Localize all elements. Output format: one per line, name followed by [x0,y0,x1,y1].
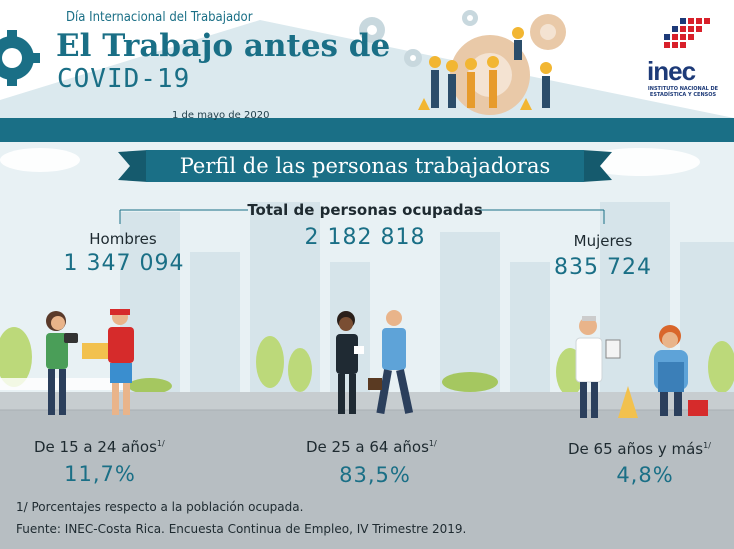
banner-title: Perfil de las personas trabajadoras [179,154,551,178]
supertitle: Día Internacional del Trabajador [66,10,253,25]
age-group-25-64-label: De 25 a 64 años1/ [306,438,437,456]
workers-illustration [418,27,552,110]
adult-workers-illustration [336,310,414,415]
source: Fuente: INEC-Costa Rica. Encuesta Contin… [16,522,467,536]
gear-icon [0,30,40,86]
mujeres-value: 835 724 [554,255,652,280]
logo-subtitle: INSTITUTO NACIONAL DE ESTADÍSTICA Y CENS… [647,86,719,98]
age-group-15-24-label: De 15 a 24 años1/ [34,438,165,456]
header-background [0,10,734,142]
young-workers-illustration [46,309,134,415]
age-group-65-label: De 65 años y más1/ [568,440,711,458]
page-subtitle: COVID-19 [57,64,191,94]
hombres-value: 1 347 094 [63,251,185,276]
header [0,0,734,142]
logo-name: inec [647,56,696,86]
senior-workers-illustration [575,316,708,418]
age-group-65-percent: 4,8% [616,463,674,487]
page-title: El Trabajo antes de [56,28,391,64]
banner-frame [118,150,612,182]
mujeres-label: Mujeres [573,232,633,250]
date: 1 de mayo de 2020 [172,110,270,121]
total-value: 2 182 818 [304,225,426,250]
age-group-25-64-percent: 83,5% [339,463,411,487]
bracket-line [119,209,605,224]
inec-logo-icon [664,18,710,48]
age-group-15-24-percent: 11,7% [64,462,136,486]
footnote: 1/ Porcentajes respecto a la población o… [16,500,304,514]
hombres-label: Hombres [89,230,157,248]
total-label: Total de personas ocupadas [247,201,483,219]
